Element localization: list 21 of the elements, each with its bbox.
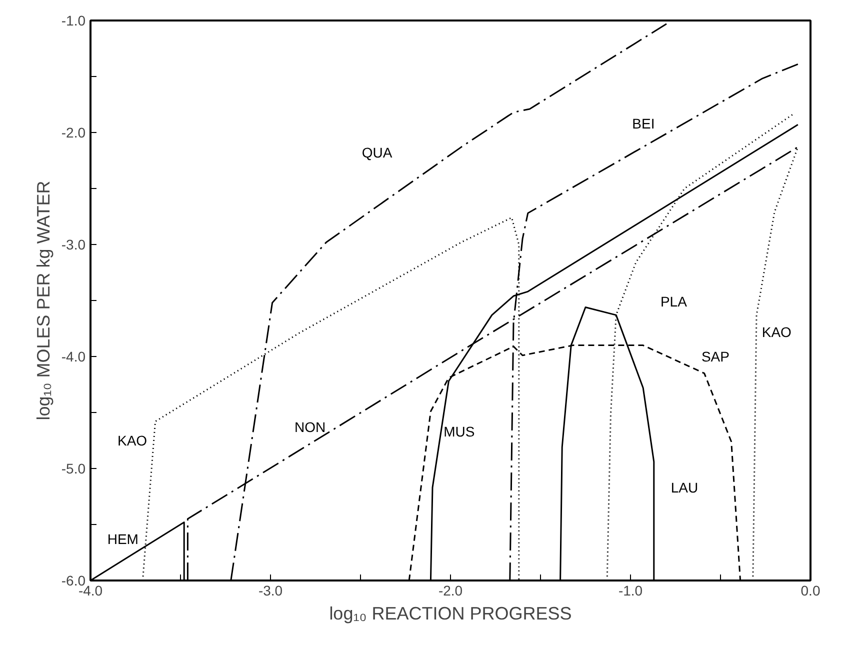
y-tick-label: -2.0 — [61, 124, 86, 140]
series-label: SAP — [701, 348, 730, 364]
text: KAO — [117, 432, 148, 448]
series-label: LAU — [670, 480, 698, 496]
x-tick-label: -3.0 — [258, 582, 283, 598]
y-tick-label: -3.0 — [61, 236, 86, 252]
x-tick-label: -1.0 — [618, 582, 643, 598]
series-label: KAO — [762, 324, 792, 340]
text: PLA — [660, 294, 688, 310]
y-axis-title: log₁₀ MOLES PER kg WATER — [33, 180, 54, 420]
x-tick-label: 0.0 — [800, 582, 820, 598]
y-tick-label: -1.0 — [61, 12, 86, 28]
text: QUA — [362, 144, 393, 161]
series-label: NON — [294, 419, 326, 436]
series-label: BEI — [632, 116, 655, 132]
x-tick-label: -2.0 — [438, 582, 463, 598]
y-tick-label: -4.0 — [61, 348, 86, 364]
x-axis-title: log₁₀ REACTION PROGRESS — [329, 604, 572, 624]
legend-label: HEM — [107, 531, 138, 548]
series-label: MUS — [444, 424, 475, 440]
y-tick-label: -5.0 — [61, 460, 86, 476]
